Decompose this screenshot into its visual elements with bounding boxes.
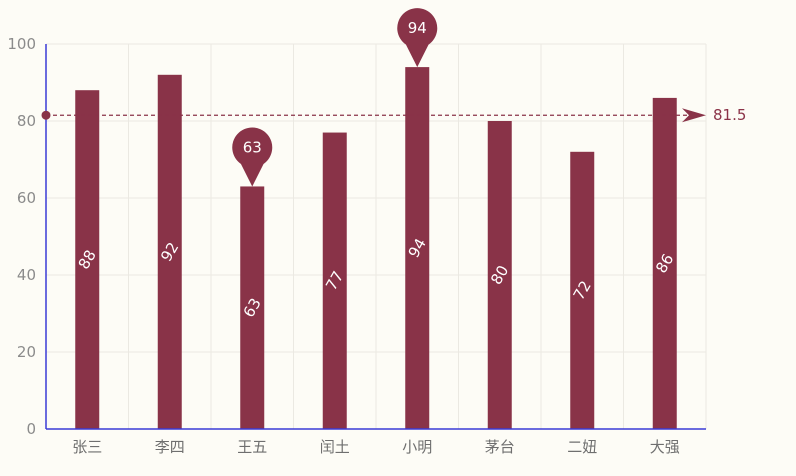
bar [652,97,677,430]
mark-line-arrow-icon [682,108,706,123]
y-tick-label: 100 [7,35,36,53]
x-tick-label: 张三 [72,438,102,456]
x-tick-label: 闰土 [320,438,350,456]
bar [405,67,430,429]
bar [240,186,265,429]
y-tick-label: 20 [17,343,36,361]
axes [45,44,706,430]
x-tick-label: 小明 [402,438,432,456]
mark-point-label: 63 [243,138,262,156]
y-tick-label: 40 [17,266,36,284]
x-tick-label: 茅台 [485,438,515,456]
bar [487,121,512,429]
y-tick-label: 80 [17,112,36,130]
mark-layer: 81.5 63 94 [41,8,746,187]
grid [46,43,707,429]
bar [157,74,182,430]
x-tick-label: 二妞 [567,438,597,456]
y-tick-label: 0 [26,420,36,438]
bar [75,90,100,429]
mark-point-pin-icon [232,127,273,187]
mark-point-label: 94 [408,19,427,37]
bar [322,132,347,430]
x-tick-label: 王五 [237,438,267,456]
mark-line-label: 81.5 [713,106,746,124]
bars [75,67,677,430]
x-tick-label: 大强 [650,438,680,456]
y-tick-label: 60 [17,189,36,207]
bar [570,151,595,430]
mark-point-pin-icon [397,8,438,68]
x-tick-label: 李四 [155,438,185,456]
